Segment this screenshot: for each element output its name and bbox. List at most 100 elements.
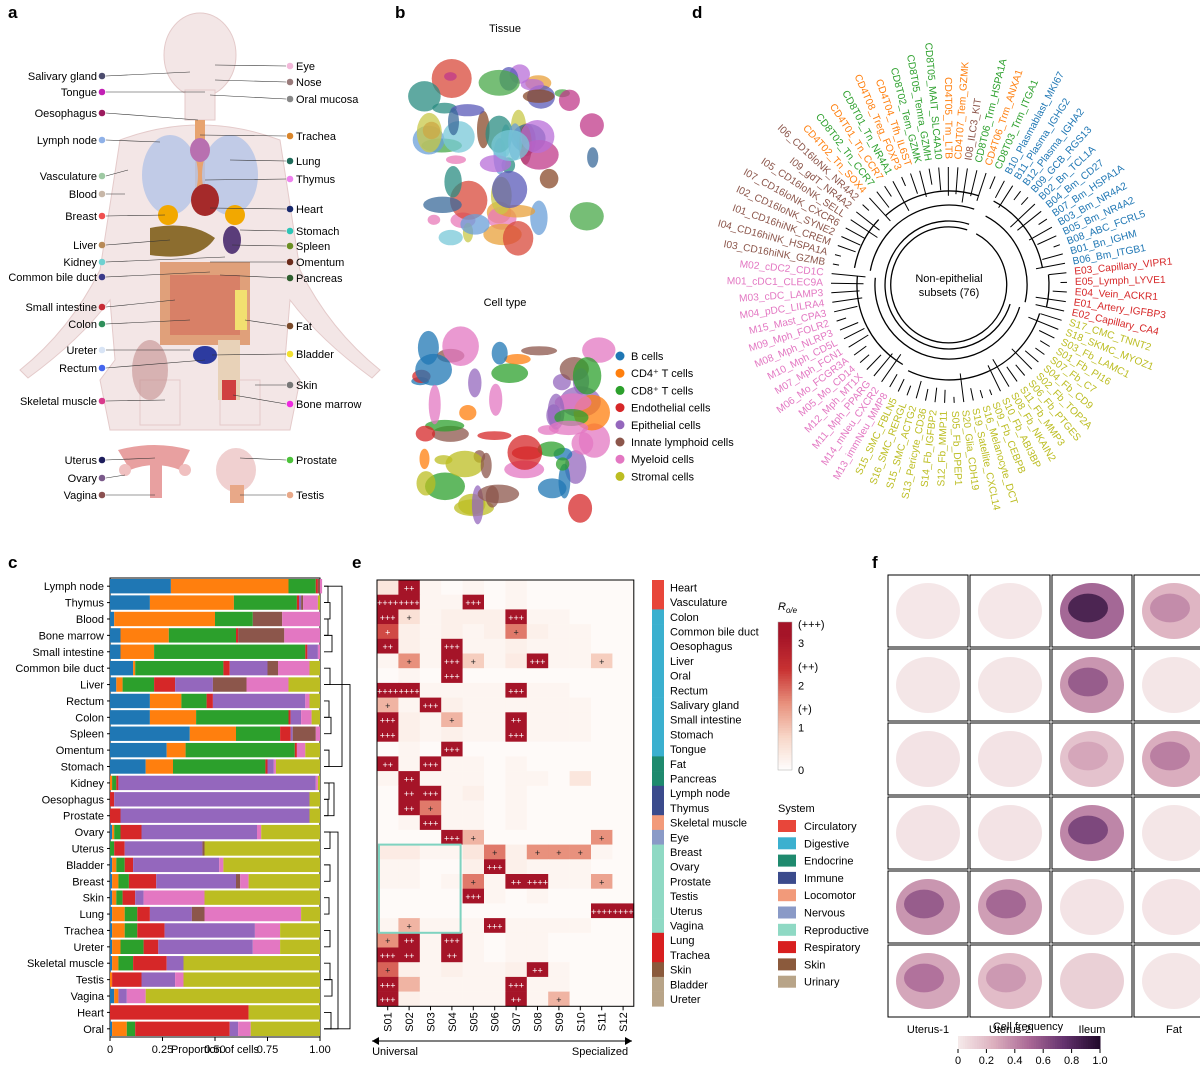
stacked-bar-segment <box>309 808 320 823</box>
stacked-bar-segment <box>118 874 129 889</box>
colorbar-title-sub: o/e <box>786 606 798 615</box>
heatmap-cell <box>569 918 592 934</box>
dendrogram-branch <box>1035 347 1045 355</box>
colorbar-tick-label: 0.6 <box>1036 1055 1051 1067</box>
colorbar-swatch <box>778 688 792 692</box>
heatmap-cell <box>591 829 613 845</box>
heatmap-cell <box>377 697 399 713</box>
heatmap-cell <box>569 653 592 669</box>
dendrogram-arc <box>985 215 1028 303</box>
umap-cluster <box>564 450 587 484</box>
heatmap-cell <box>419 609 442 625</box>
heatmap-cell <box>441 976 463 992</box>
heatmap-cell <box>377 859 399 875</box>
heatmap-cell <box>526 962 549 978</box>
organ-label-left: Vasculature <box>40 171 97 183</box>
tissue-section <box>978 805 1042 861</box>
heatmap-row-label: Trachea <box>670 950 711 962</box>
heatmap-annotation: +++ <box>508 686 524 696</box>
heatmap-cell <box>462 932 485 948</box>
colorbar-swatch <box>778 745 792 749</box>
heatmap-cell <box>419 874 442 889</box>
colorbar-swatch <box>778 629 792 633</box>
tissue-section <box>978 657 1042 713</box>
umap-cluster <box>477 431 512 440</box>
heatmap-cell <box>441 800 463 816</box>
heatmap-cell <box>462 888 485 904</box>
heatmap-row-label: Skin <box>670 965 691 977</box>
dendrogram-branch <box>906 385 912 396</box>
umap-cluster <box>579 113 604 138</box>
heatmap-annotation: + <box>513 627 518 637</box>
heatmap-cell <box>398 976 421 992</box>
umap-cluster <box>468 368 482 398</box>
organ-leader-line <box>105 239 171 246</box>
spatial-column-label: Uterus-1 <box>907 1024 949 1036</box>
organ-leader-line <box>105 457 156 461</box>
colorbar-swatch <box>778 656 792 660</box>
stacked-bar-segment <box>284 628 320 643</box>
umap-cluster <box>477 484 520 504</box>
heatmap-annotation: ++ <box>382 760 393 770</box>
heatmap-cell <box>398 682 421 698</box>
system-swatch <box>778 906 796 919</box>
stacked-bar-segment <box>149 595 234 610</box>
organ-label-left: Blood <box>69 189 97 201</box>
heatmap-cell <box>569 991 592 1007</box>
umap-cluster <box>521 346 558 356</box>
heatmap-cell <box>548 653 570 669</box>
colorbar-swatch <box>778 681 792 685</box>
tissue-label: Liver <box>80 680 104 692</box>
colorbar-swatch <box>778 740 792 744</box>
heatmap-cell <box>441 653 463 669</box>
stacked-bar-segment <box>110 841 115 856</box>
organ-leader-line <box>105 214 166 217</box>
heatmap-row-label: Heart <box>670 582 697 594</box>
heatmap-cell <box>398 991 421 1007</box>
heatmap-cell <box>462 771 485 787</box>
colorbar-swatch <box>778 728 792 732</box>
heatmap-cell <box>612 976 635 992</box>
heatmap-cell <box>505 682 528 698</box>
organ-label-right: Bone marrow <box>296 399 361 411</box>
dendrogram-branch <box>1024 350 1039 363</box>
colorbar-swatch <box>1017 1036 1021 1049</box>
stacked-bar-segment <box>124 841 203 856</box>
stacked-bar-segment <box>149 710 197 725</box>
system-strip-segment <box>652 903 664 919</box>
stacked-bar-segment <box>110 628 121 643</box>
heatmap-annotation: ++ <box>404 774 415 784</box>
heatmap-cell <box>612 756 635 772</box>
heatmap-cell <box>591 594 613 610</box>
heatmap-cell <box>484 785 506 801</box>
system-label: Reproductive <box>804 925 869 937</box>
heatmap-annotation: + <box>406 657 411 667</box>
heatmap-cell <box>398 932 421 948</box>
organ-marker-left <box>98 303 106 311</box>
colorbar-swatch <box>1078 1036 1082 1049</box>
tissue-label: Vagina <box>71 991 105 1003</box>
heatmap-cell <box>441 815 463 831</box>
stacked-bar-segment <box>288 579 316 594</box>
umap-cluster <box>460 214 490 235</box>
tissue-label: Uterus <box>72 843 105 855</box>
colorbar-swatch <box>986 1036 990 1049</box>
organ-leader-line <box>214 79 287 83</box>
heatmap-column-label: S11 <box>597 1012 609 1031</box>
heatmap-cell <box>505 874 528 889</box>
heatmap-cell <box>377 580 399 595</box>
stacked-bar-segment <box>110 808 121 823</box>
dendrogram-branch <box>1028 316 1059 330</box>
heatmap-annotation: ++++ <box>591 907 612 917</box>
heatmap-annotation: +++ <box>508 613 524 623</box>
heatmap-annotation: + <box>578 848 583 858</box>
heatmap-cell <box>505 947 528 963</box>
heatmap-cell <box>548 741 570 757</box>
heatmap-cell <box>526 668 549 684</box>
heatmap-cell <box>548 580 570 595</box>
heatmap-annotation: + <box>599 657 604 667</box>
heatmap-cell <box>569 947 592 963</box>
stacked-bar-segment <box>114 841 125 856</box>
system-strip-segment <box>652 638 664 654</box>
colorbar-swatch <box>778 636 792 640</box>
